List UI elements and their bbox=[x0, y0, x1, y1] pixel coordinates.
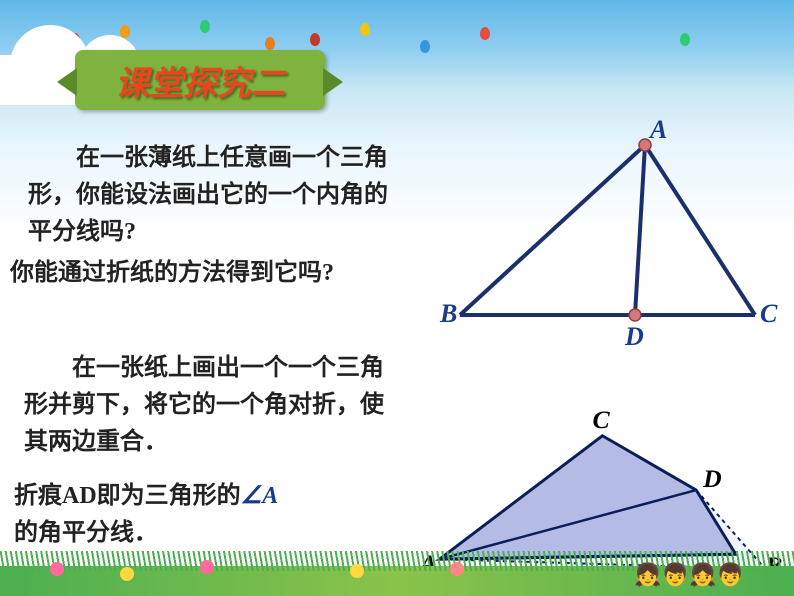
paragraph-1: 在一张薄纸上任意画一个三角形，你能设法画出它的一个内角的平分线吗? bbox=[28, 140, 408, 252]
triangle-bisector-diagram: A B C D bbox=[420, 120, 780, 350]
label-c: C bbox=[760, 299, 778, 328]
para4-pre: 折痕AD即为三角形的 bbox=[14, 483, 241, 509]
paragraph-2: 你能通过折纸的方法得到它吗? bbox=[10, 255, 415, 292]
label-c2: C bbox=[593, 405, 611, 434]
flower-icon bbox=[50, 562, 64, 576]
label-d2: D bbox=[702, 464, 722, 493]
slide-title: 课堂探究二 bbox=[115, 56, 285, 105]
title-banner: 课堂探究二 bbox=[75, 50, 325, 110]
kids-illustration: 👧👦👧👦 bbox=[634, 562, 744, 588]
angle-a-label: ∠A bbox=[241, 483, 279, 509]
paragraph-4: 折痕AD即为三角形的∠A 的角平分线． bbox=[14, 478, 394, 552]
flower-icon bbox=[120, 567, 134, 581]
label-d: D bbox=[624, 322, 644, 350]
label-a: A bbox=[648, 120, 667, 144]
paragraph-3: 在一张纸上画出一个一个三角形并剪下，将它的一个角对折，使其两边重合． bbox=[24, 350, 394, 462]
label-b: B bbox=[439, 299, 457, 328]
para4-post: 的角平分线． bbox=[14, 520, 158, 546]
flower-icon bbox=[450, 562, 464, 576]
flower-icon bbox=[200, 560, 214, 574]
flower-icon bbox=[350, 564, 364, 578]
